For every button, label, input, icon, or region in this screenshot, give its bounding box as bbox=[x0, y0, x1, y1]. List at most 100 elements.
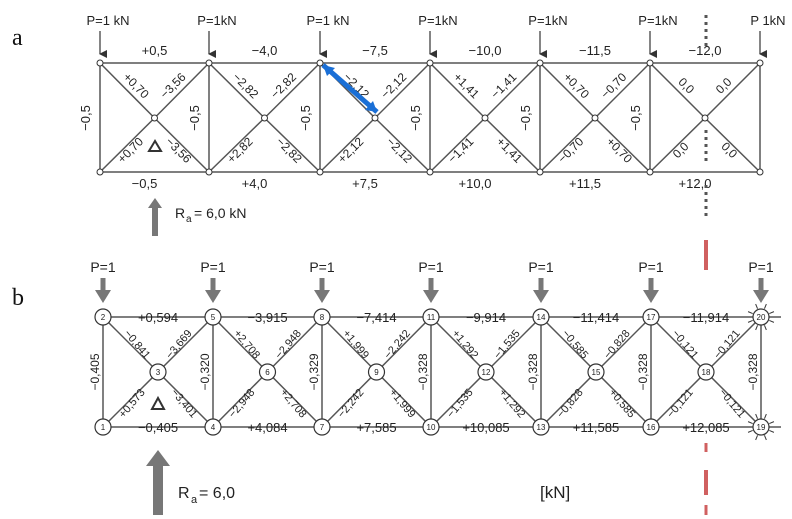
panel-b-bottom-chord-label: +7,585 bbox=[356, 420, 396, 435]
panel-b-top-chord-label: +0,594 bbox=[138, 310, 178, 325]
panel-a-diagonal-label: +0,70 bbox=[115, 134, 147, 166]
panel-a-top-chord-label: −10,0 bbox=[469, 43, 502, 58]
panel-b-load-label: P=1 bbox=[418, 259, 444, 275]
panel-b-node bbox=[94, 418, 112, 436]
panel-a-diagonal-label: −0,70 bbox=[598, 70, 630, 102]
panel-b-node-number: 1 bbox=[101, 423, 106, 432]
panel-b-diagonal bbox=[157, 316, 214, 373]
panel-b-labels: +0,594 −3,915 −7,414 −9,914 −11,414 −11,914 −0… bbox=[88, 310, 760, 435]
panel-b-node-number: 2 bbox=[101, 313, 106, 322]
panel-b-node-number: 11 bbox=[427, 313, 436, 322]
panel-b-diagonal-label: −2,242 bbox=[382, 328, 413, 362]
panel-b-node bbox=[422, 308, 440, 326]
panel-b-node bbox=[697, 363, 715, 381]
panel-b-bottom-chord-label: +11,585 bbox=[573, 420, 619, 435]
panel-a-node bbox=[205, 59, 213, 67]
panel-a-diagonal-label: +0,70 bbox=[604, 134, 636, 166]
panel-a-diagonal bbox=[374, 117, 431, 173]
panel-b-load-head bbox=[753, 290, 769, 303]
panel-a-top-chord-label: +0,5 bbox=[142, 43, 168, 58]
panel-b-diagonal-label: −0,828 bbox=[555, 387, 586, 421]
panel-b-diagonal bbox=[375, 316, 432, 373]
panel-a-diagonal bbox=[429, 62, 486, 119]
panel-b-vertical-label: −0,320 bbox=[198, 353, 212, 390]
panel-b-load-head bbox=[314, 290, 330, 303]
panel-b-bottom-chord-label: +4,084 bbox=[247, 420, 287, 435]
panel-a-diagonal bbox=[704, 62, 761, 119]
panel-a-node bbox=[646, 168, 654, 176]
panel-b-load-head bbox=[95, 290, 111, 303]
panel-b-burst-ray bbox=[763, 413, 767, 419]
panel-b-node-number: 6 bbox=[265, 368, 270, 377]
panel-a-bottom-chord-label: +11,5 bbox=[569, 176, 601, 191]
panel-b-load-head bbox=[423, 290, 439, 303]
panel-b-diagonal bbox=[540, 316, 597, 373]
panel-b-vertical-label: −0,328 bbox=[746, 353, 760, 390]
panel-a-bottom-chord-label: −0,5 bbox=[132, 176, 158, 191]
panel-b-diagonal bbox=[157, 371, 214, 428]
panel-b-vertical-label: −0,329 bbox=[307, 353, 321, 390]
panel-a-node bbox=[261, 114, 268, 122]
panel-b-burst-ray bbox=[755, 303, 759, 309]
panel-a-diagonal-label: −2,82 bbox=[273, 134, 305, 166]
panel-b-top-chord-label: −7,414 bbox=[356, 310, 396, 325]
panel-a-diagonal bbox=[263, 117, 321, 173]
panel-b-vertical-label: −0,328 bbox=[526, 353, 540, 390]
panel-a-node bbox=[481, 114, 489, 122]
panel-a-diagonal-label: +2,82 bbox=[224, 134, 256, 166]
panel-b-node-number: 8 bbox=[320, 313, 325, 322]
panel-a-top-chord-label: −4,0 bbox=[252, 43, 278, 58]
panel-b-load-shaft bbox=[100, 278, 106, 292]
panel-a-reaction-arrow bbox=[148, 198, 162, 236]
panel-b-burst-ray bbox=[747, 319, 753, 323]
panel-a-load-label: P=1kN bbox=[638, 13, 677, 28]
panel-b-diagonal-label: +0,573 bbox=[117, 387, 148, 421]
panel-b-top-chord-label: −3,915 bbox=[247, 310, 287, 325]
panel-b-node-number: 9 bbox=[374, 368, 379, 377]
panel-b-node bbox=[752, 308, 770, 326]
panel-b-node-number: 5 bbox=[211, 313, 216, 322]
panel-b-diagonal-label: +2,708 bbox=[231, 328, 262, 362]
panel-a-diagonal-label: −2,12 bbox=[378, 70, 410, 102]
panel-b-diagonal-label: −3,401 bbox=[168, 387, 199, 421]
panel-b-diagonal-label: −1,535 bbox=[445, 387, 476, 421]
panel-a-diagonal bbox=[484, 117, 541, 173]
panel-b-diagonal bbox=[430, 371, 487, 428]
panel-a-loads: P=1 kN P=1kN P=1 kN P=1kN P=1kN P=1kN P 1kN bbox=[87, 13, 786, 58]
panel-b-vertical-label: −0,405 bbox=[88, 353, 102, 390]
panel-a-bottom-chord-label: +4,0 bbox=[242, 176, 268, 191]
panel-b-reaction-sub: a bbox=[191, 494, 198, 506]
panel-b-burst-ray bbox=[747, 311, 753, 315]
highlight-arrow-head-right bbox=[365, 101, 377, 112]
panel-b-node bbox=[642, 418, 660, 436]
panel-a-vertical-label: −0,5 bbox=[298, 105, 313, 131]
panel-b-diagonal bbox=[321, 316, 378, 373]
panel-b-reaction-arrow bbox=[146, 450, 170, 515]
panel-b-diagonal bbox=[595, 371, 652, 428]
panel-b-top-chord-label: −9,914 bbox=[466, 310, 506, 325]
panel-a-diagonal-label: 0,0 bbox=[675, 75, 697, 97]
panel-b-top-chord-label: −11,914 bbox=[683, 310, 729, 325]
panel-b-node-number: 13 bbox=[537, 423, 546, 432]
panel-a-load-label: P=1 kN bbox=[307, 13, 350, 28]
panel-b-node-number: 10 bbox=[427, 423, 436, 432]
panel-b-load-shaft bbox=[428, 278, 434, 292]
panel-a-vertical-label: −0,5 bbox=[78, 105, 93, 131]
panel-a-diagonal bbox=[649, 62, 706, 119]
panel-a-vertical-label: −0,5 bbox=[628, 105, 643, 131]
panel-a-diagonal bbox=[319, 117, 376, 173]
panel-a-bottom-chord-label: +7,5 bbox=[352, 176, 378, 191]
panel-a-vertical-label: −0,5 bbox=[408, 105, 423, 131]
panel-b-diagonal bbox=[102, 371, 159, 428]
panel-b-diagonal bbox=[266, 371, 323, 428]
panel-b-burst-ray bbox=[763, 303, 767, 309]
panel-b-node bbox=[532, 418, 550, 436]
panel-b-burst-ray bbox=[755, 413, 759, 419]
panel-a-diagonal bbox=[484, 62, 541, 119]
panel-a-diagonal bbox=[99, 62, 156, 119]
panel-b-node-number: 20 bbox=[757, 313, 766, 322]
panel-a-nodes bbox=[96, 59, 764, 176]
panel-b-diagonal bbox=[595, 316, 652, 373]
panel-b-diagonal bbox=[266, 316, 323, 373]
panel-b-diagonal-label: −0,841 bbox=[121, 328, 152, 362]
